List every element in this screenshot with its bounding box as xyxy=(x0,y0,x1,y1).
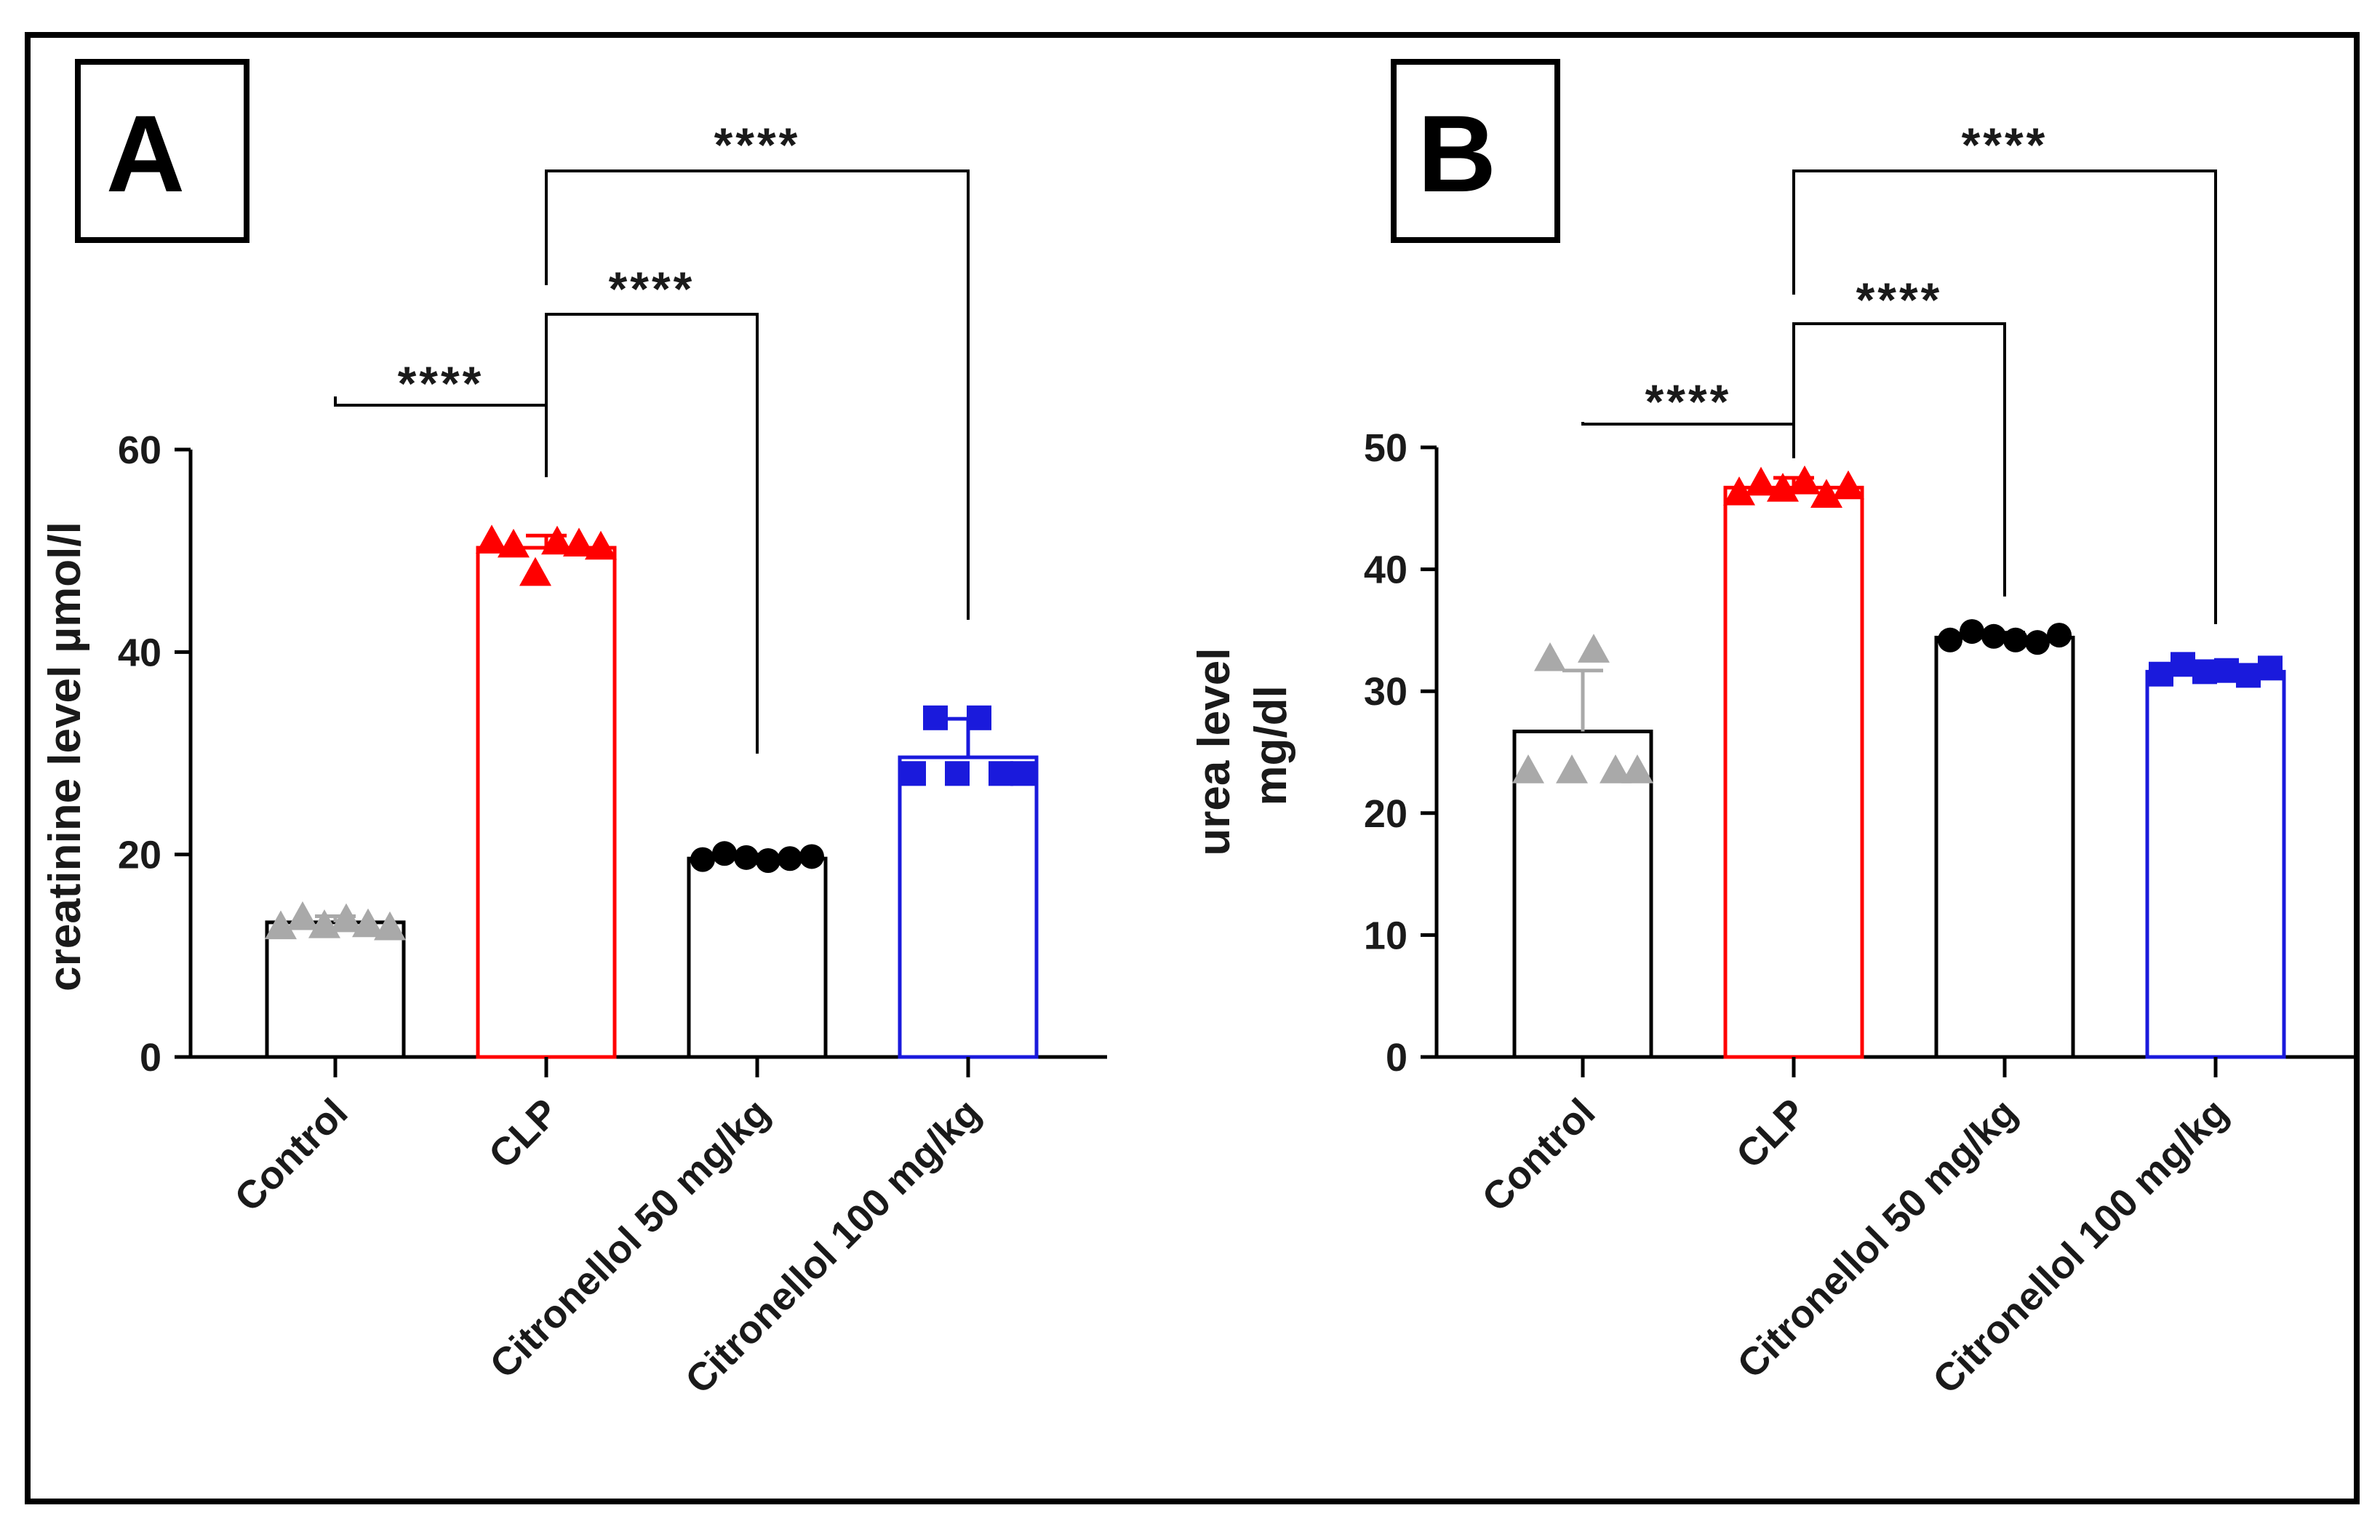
panel-b-y-tick-label: 0 xyxy=(1386,1036,1407,1080)
panel-b-data-point xyxy=(1556,754,1588,783)
panel-a-data-point xyxy=(923,705,948,730)
panel-b-data-point xyxy=(2149,661,2173,687)
panel-b-data-point xyxy=(1578,634,1610,663)
panel-b-data-point xyxy=(1789,465,1821,495)
panel-a-y-tick-label: 40 xyxy=(118,631,161,674)
panel-a-data-point xyxy=(734,845,759,870)
panel-a-data-point xyxy=(1010,761,1035,786)
panel-a-y-tick-label: 0 xyxy=(140,1036,161,1080)
panel-b-data-point xyxy=(1938,627,1962,653)
panel-a-data-point xyxy=(330,903,362,933)
panel-a-significance-label: **** xyxy=(398,356,484,410)
panel-b-data-point xyxy=(1723,476,1755,506)
panel-b-y-axis-title-line-1: urea level xyxy=(1189,648,1239,856)
panel-a: A creatinine level µmol/l 0204060Control… xyxy=(40,59,1107,1403)
panel-a-y-axis-title: creatinine level µmol/l xyxy=(40,522,90,992)
panel-b-significance-label: **** xyxy=(1962,118,2048,172)
panel-b-significance-bracket xyxy=(1792,322,2006,597)
panel-b-y-tick-label: 20 xyxy=(1364,792,1407,836)
panel-a-data-point xyxy=(778,846,802,871)
panel-a-data-point xyxy=(901,761,926,786)
panel-a-data-point xyxy=(374,911,406,941)
panel-b-data-point xyxy=(2192,659,2217,685)
panel-b-data-point xyxy=(2258,655,2283,681)
panel-b-data-point xyxy=(1621,754,1653,783)
panel-b-y-tick-label: 50 xyxy=(1364,426,1407,470)
panel-a-data-point xyxy=(563,527,595,557)
panel-a-data-point xyxy=(541,525,573,555)
panel-a-data-point xyxy=(498,528,530,558)
panel-b-bar xyxy=(2145,669,2286,1059)
panel-a-significance-bracket xyxy=(545,169,970,620)
panel-a-y-tick-label: 60 xyxy=(118,428,161,472)
panel-a-data-point xyxy=(476,524,508,554)
panel-b-data-point xyxy=(2025,630,2050,655)
panel-a-bar xyxy=(687,856,828,1059)
panel-b-letter-box xyxy=(1391,59,1560,243)
panel-b-data-point xyxy=(1534,642,1566,671)
panel-b-data-point xyxy=(2214,658,2239,683)
panel-b-bar xyxy=(1723,485,1864,1059)
panel-a-data-point xyxy=(352,908,384,938)
panel-a-data-point xyxy=(756,848,780,874)
panel-a-significance-label: **** xyxy=(714,118,801,172)
panel-a-letter-box xyxy=(75,59,249,243)
panel-b-significance-bracket xyxy=(1581,422,1795,458)
panel-b-bar xyxy=(1934,635,2075,1059)
panel-b-data-point xyxy=(1512,754,1544,783)
panel-a-data-point xyxy=(690,847,715,872)
panel-b-significance-bracket xyxy=(1792,169,2217,624)
panel-b-data-point xyxy=(1960,619,1984,645)
panel-a-data-point xyxy=(799,844,824,869)
panel-b-data-point xyxy=(1832,470,1864,500)
panel-a-data-point xyxy=(989,761,1013,786)
panel-a-data-point xyxy=(265,910,297,940)
panel-b-significance-label: **** xyxy=(1645,375,1732,428)
panel-a-significance-label: **** xyxy=(609,262,695,316)
panel-a-y-tick-label: 20 xyxy=(118,834,161,877)
panel-b-y-tick-label: 30 xyxy=(1364,670,1407,714)
panel-a-letter: A xyxy=(106,92,185,215)
panel-a-bar xyxy=(898,755,1039,1059)
panel-a-data-point xyxy=(967,705,991,730)
panel-a-data-point xyxy=(712,841,737,866)
panel-b-data-point xyxy=(2236,663,2261,688)
panel-a-bar xyxy=(265,920,406,1059)
panel-a-significance-bracket xyxy=(334,396,548,477)
panel-b-data-point xyxy=(2047,623,2072,648)
panel-a-data-point xyxy=(585,530,617,560)
panel-a-significance-bracket xyxy=(545,313,759,754)
panel-b-y-tick-label: 40 xyxy=(1364,548,1407,592)
panel-b-data-point xyxy=(1981,623,2006,649)
panel-a-data-point xyxy=(519,556,551,586)
panel-b-data-point xyxy=(2003,627,2028,653)
panel-b-data-point xyxy=(1745,466,1777,496)
panel-b-y-axis-title-line-2: mg/dl xyxy=(1246,685,1296,805)
panel-b-data-point xyxy=(2171,652,2195,677)
panel-b-significance-label: **** xyxy=(1856,273,1943,327)
panel-b-letter: B xyxy=(1418,92,1496,215)
panel-b-y-axis-title: urea level mg/dl xyxy=(1189,635,1296,855)
panel-b-data-point xyxy=(1810,479,1842,508)
panel-a-data-point xyxy=(287,901,319,930)
panel-b-data-point xyxy=(1767,472,1799,502)
panel-b-data-point xyxy=(1600,754,1632,783)
panel-b-y-tick-label: 10 xyxy=(1364,914,1407,957)
panel-a-bar xyxy=(476,546,617,1059)
panel-a-data-point xyxy=(945,761,970,786)
